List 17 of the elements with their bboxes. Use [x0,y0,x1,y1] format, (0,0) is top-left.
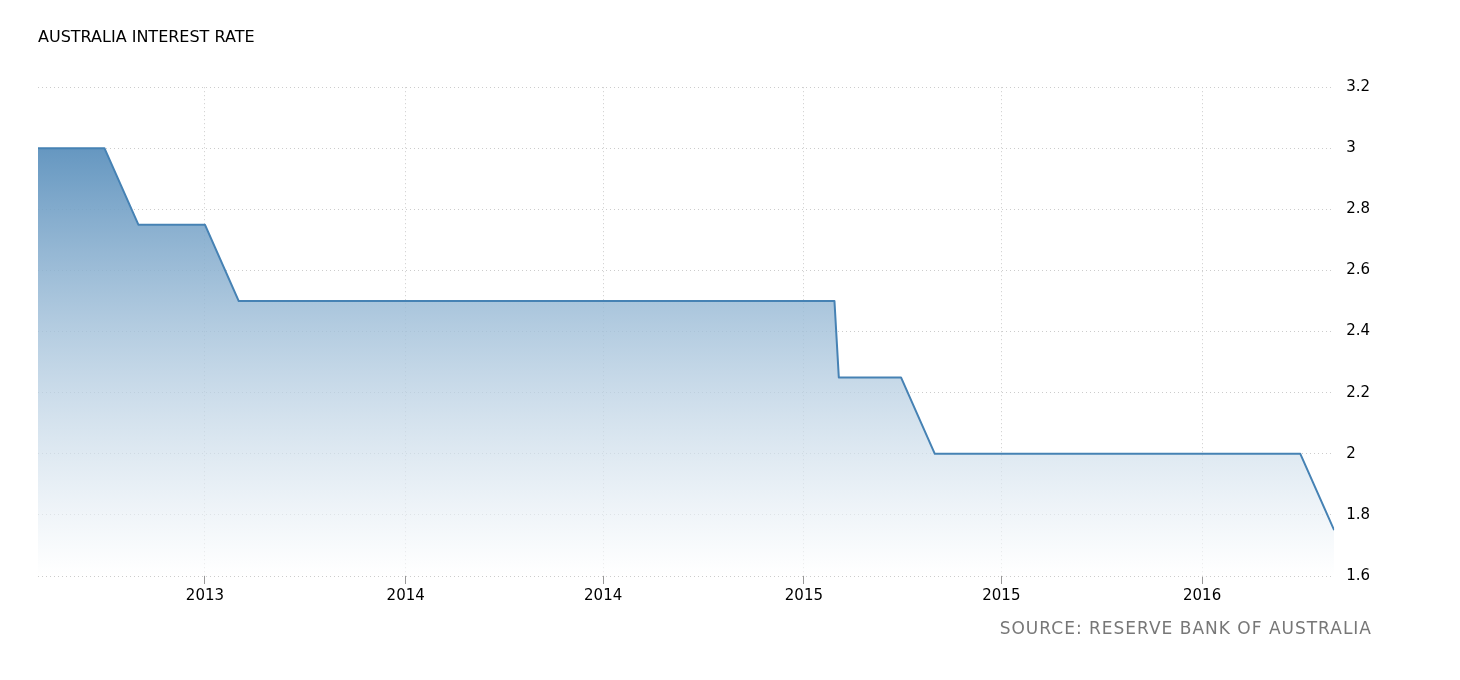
y-tick-label: 2.4 [1346,321,1370,340]
y-tick-label: 1.8 [1346,504,1370,523]
y-tick-label: 3 [1346,138,1356,157]
y-tick-label: 2.2 [1346,382,1370,401]
x-tick-label: 2015 [982,585,1021,604]
x-tick-label: 2016 [1183,585,1222,604]
y-tick-label: 3.2 [1346,77,1370,96]
y-tick-label: 2.6 [1346,260,1370,279]
y-tick-label: 2.8 [1346,199,1370,218]
y-tick-label: 1.6 [1346,565,1370,584]
chart-title: AUSTRALIA INTEREST RATE [38,26,255,46]
x-tick-label: 2014 [386,585,425,604]
source-note: SOURCE: RESERVE BANK OF AUSTRALIA [998,618,1372,638]
x-tick-label: 2015 [784,585,823,604]
x-tick-label: 2014 [584,585,623,604]
x-tick-label: 2013 [185,585,225,604]
y-tick-label: 2 [1346,443,1356,462]
